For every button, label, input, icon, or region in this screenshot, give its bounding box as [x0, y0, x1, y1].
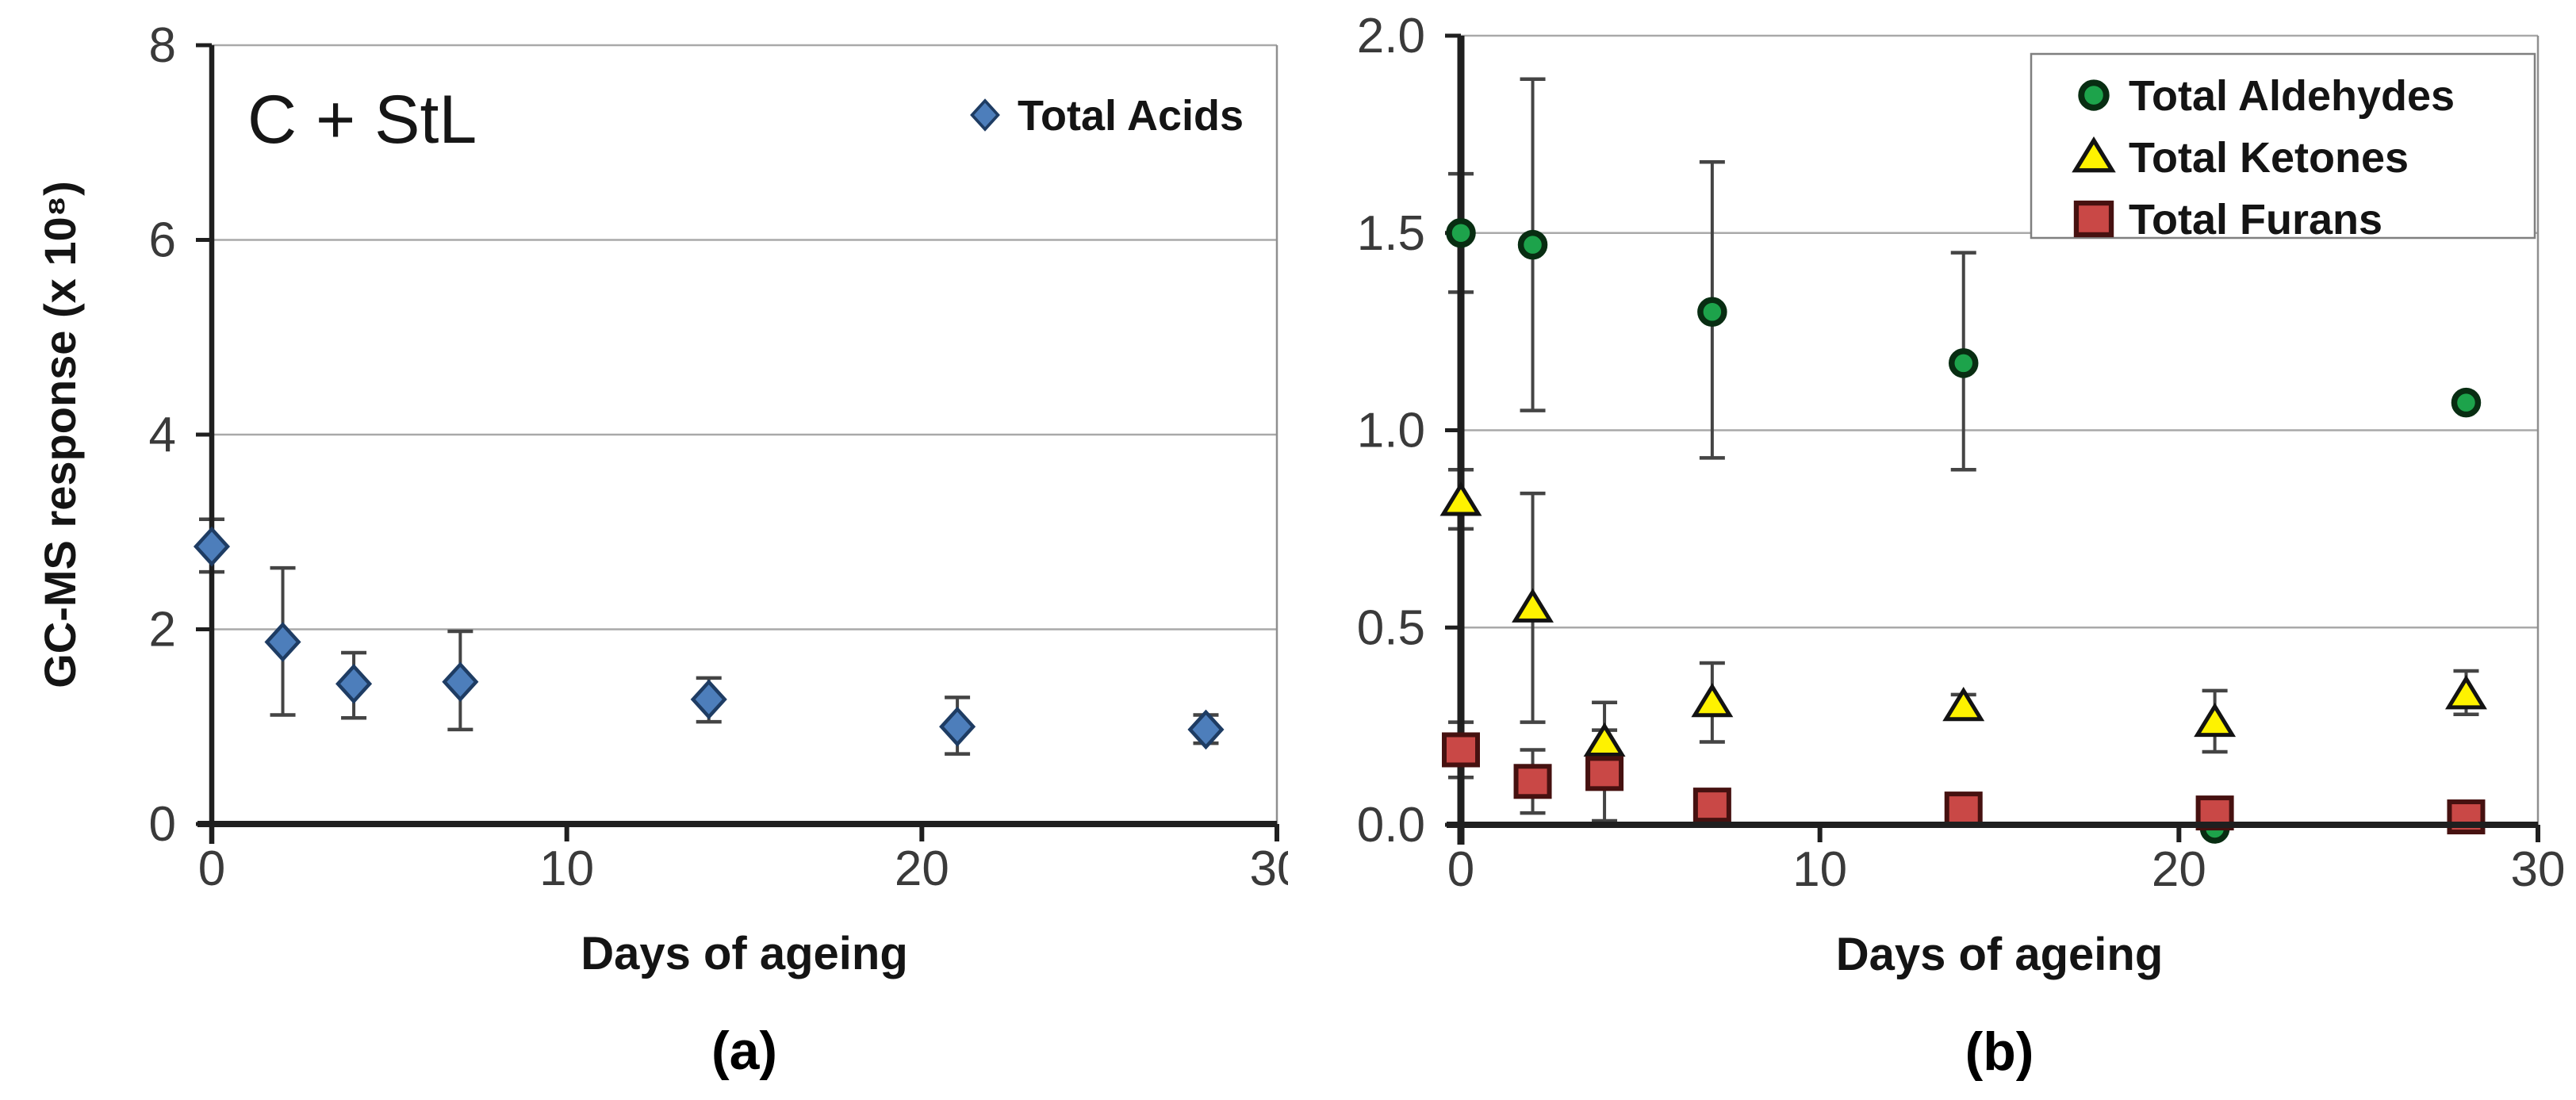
legend-marker-total-furans — [2073, 200, 2114, 238]
marker-total-acids — [1187, 709, 1225, 750]
marker-total-acids — [442, 661, 479, 703]
legend: Total Aldehydes Total Ketones Total Furans — [2030, 52, 2536, 243]
chart-panel-b: 0.0 0.5 1.0 1.5 2.0 0 10 20 30 Days of ageing (b) T… — [1357, 9, 2566, 1082]
y-tick-label-0.5: 0.5 — [1357, 600, 1425, 655]
y-axis-title: GC-MS response (x 10⁸) — [35, 181, 85, 688]
x-tick-label-30: 30 — [1250, 841, 1288, 896]
legend-label-total-aldehydes: Total Aldehydes — [2129, 72, 2455, 120]
panel-title: C + StL — [247, 82, 477, 158]
y-tick-label-6: 6 — [149, 213, 176, 268]
marker-total-acids — [335, 663, 373, 704]
x-tick-label-30: 30 — [2511, 842, 2566, 897]
marker-total-acids — [264, 622, 301, 662]
y-tick-label-1.5: 1.5 — [1357, 206, 1425, 261]
legend-label-total-ketones: Total Ketones — [2129, 134, 2409, 182]
legend-box — [2030, 52, 2536, 240]
marker-total-furans — [1442, 732, 1480, 768]
legend-marker-total-acids — [970, 98, 1000, 132]
y-tick-label-0: 0.0 — [1357, 798, 1425, 853]
y-tick-label-1: 1.0 — [1357, 404, 1425, 458]
x-tick-label-0: 0 — [1447, 842, 1474, 897]
marker-total-aldehydes — [1948, 348, 1979, 378]
legend-item-total-ketones: Total Ketones — [2072, 134, 2409, 182]
x-axis-title: Days of ageing — [1836, 929, 2164, 980]
y-tick-label-0: 0 — [149, 797, 176, 852]
marker-total-ketones — [1691, 682, 1734, 718]
chart-panel-a: 0 2 4 6 8 0 10 20 30 C + StL GC-MS response (x 10⁸… — [35, 18, 1288, 1081]
x-axis-title: Days of ageing — [581, 928, 908, 979]
x-tick-label-20: 20 — [2152, 842, 2206, 897]
marker-total-acids — [690, 679, 727, 720]
legend-marker-total-ketones — [2072, 136, 2116, 173]
marker-total-ketones — [1583, 722, 1626, 757]
y-tick-label-8: 8 — [149, 18, 176, 73]
marker-total-ketones — [1942, 686, 1985, 722]
legend-marker-total-aldehydes — [2078, 79, 2110, 111]
marker-total-furans — [1944, 791, 1983, 827]
legend-item-total-aldehydes: Total Aldehydes — [2078, 72, 2455, 120]
marker-total-furans — [1513, 764, 1552, 799]
marker-total-ketones — [1439, 481, 1482, 516]
y-tick-label-2: 2 — [149, 603, 176, 657]
y-tick-label-4: 4 — [149, 408, 176, 462]
legend-label-total-acids: Total Acids — [1018, 92, 1244, 140]
marker-total-aldehydes — [2451, 387, 2482, 418]
legend: Total Acids — [970, 92, 1244, 140]
legend-label-total-furans: Total Furans — [2129, 196, 2382, 243]
x-tick-label-20: 20 — [895, 841, 949, 896]
x-tick-label-10: 10 — [1792, 842, 1847, 897]
marker-total-ketones — [2445, 675, 2487, 710]
marker-total-acids — [939, 706, 976, 747]
marker-total-furans — [1692, 788, 1731, 823]
legend-item-total-acids: Total Acids — [970, 92, 1244, 140]
marker-total-acids — [193, 526, 231, 567]
x-tick-label-10: 10 — [539, 841, 594, 896]
marker-total-aldehydes — [1697, 297, 1727, 327]
marker-total-ketones — [1512, 588, 1554, 623]
x-tick-label-0: 0 — [198, 841, 225, 896]
marker-total-aldehydes — [1446, 218, 1476, 248]
marker-total-furans — [1585, 756, 1624, 791]
panel-caption: (b) — [1965, 1021, 2034, 1082]
marker-total-aldehydes — [1517, 229, 1548, 260]
legend-item-total-furans: Total Furans — [2073, 196, 2382, 243]
y-tick-label-2: 2.0 — [1357, 9, 1425, 63]
marker-total-ketones — [2194, 702, 2237, 738]
panel-caption: (a) — [711, 1021, 777, 1081]
